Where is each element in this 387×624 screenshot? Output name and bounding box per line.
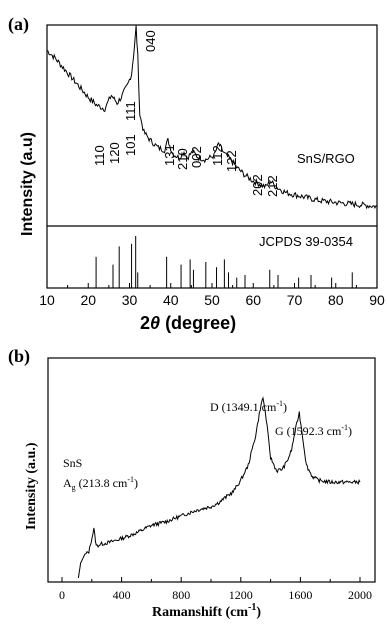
panel-b-x-axis-label: Ramanshift (cm-1) [152,602,261,620]
panel-a-x-axis-label: 2θ (degree) [140,313,236,333]
panel-b-x-ticks [61,577,361,582]
peak-label-131: 131 [162,144,177,166]
x-tick-label: 10 [39,292,55,308]
peak-label-111: 111 [123,101,138,121]
x-tick-label: 40 [163,292,179,308]
x-tick-label: 800 [172,588,190,602]
peak-labels: 110 120 101 111 040 131 210 002 112 122 … [92,30,280,197]
xrd-pattern-line [46,25,378,210]
peak-label-210: 210 [175,148,190,170]
x-tick-label: 20 [80,292,96,308]
x-tick-label: 90 [369,292,385,308]
panel-a-x-ticks [46,283,378,288]
sns-annotation: SnS [63,456,82,470]
raman-spectrum-line [77,396,361,579]
x-tick-label: 70 [287,292,303,308]
peak-label-120: 120 [107,142,122,164]
x-tick-label: 400 [113,588,131,602]
peak-label-112: 112 [210,145,225,166]
panel-a-y-axis-label: Intensity (a.u) [19,132,36,236]
x-tick-label: 50 [204,292,220,308]
jcpds-reference-bars [95,236,353,288]
ag-mode-annotation: Ag (213.8 cm-1) [63,475,138,492]
peak-label-202: 202 [250,174,265,196]
peak-label-110: 110 [92,145,107,166]
panel-b-x-tick-labels: 0 400 800 1200 1600 2000 [59,588,372,602]
x-tick-label: 1600 [288,588,312,602]
peak-label-002: 002 [189,146,204,168]
peak-label-101: 101 [123,134,138,156]
reference-label-jcpds: JCPDS 39-0354 [259,234,353,249]
panel-b-label: (b) [8,346,30,367]
peak-label-122: 122 [224,150,239,172]
peak-d-annotation: D (1349.1 cm-1) [210,399,287,414]
x-tick-label: 0 [59,588,65,602]
panel-b-y-axis-label: Intensity (a.u.) [24,442,39,530]
x-tick-label: 1200 [229,588,253,602]
panel-b-frame [47,357,376,583]
series-label-sns-rgo: SnS/RGO [297,151,355,166]
peak-label-040: 040 [143,30,158,52]
peak-g-annotation: G (1592.3 cm-1) [275,423,352,438]
panel-a-x-tick-labels: 10 20 30 40 50 60 70 80 90 [39,292,385,308]
x-tick-label: 30 [122,292,138,308]
peak-label-212: 212 [265,175,280,197]
panel-a-label: (a) [8,14,29,35]
x-tick-label: 60 [245,292,261,308]
x-tick-label: 80 [328,292,344,308]
x-tick-label: 2000 [348,588,372,602]
